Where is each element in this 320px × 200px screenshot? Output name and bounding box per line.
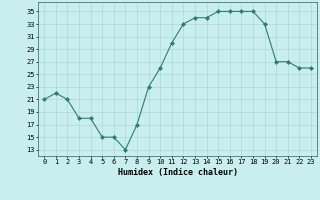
X-axis label: Humidex (Indice chaleur): Humidex (Indice chaleur) [118, 168, 238, 177]
